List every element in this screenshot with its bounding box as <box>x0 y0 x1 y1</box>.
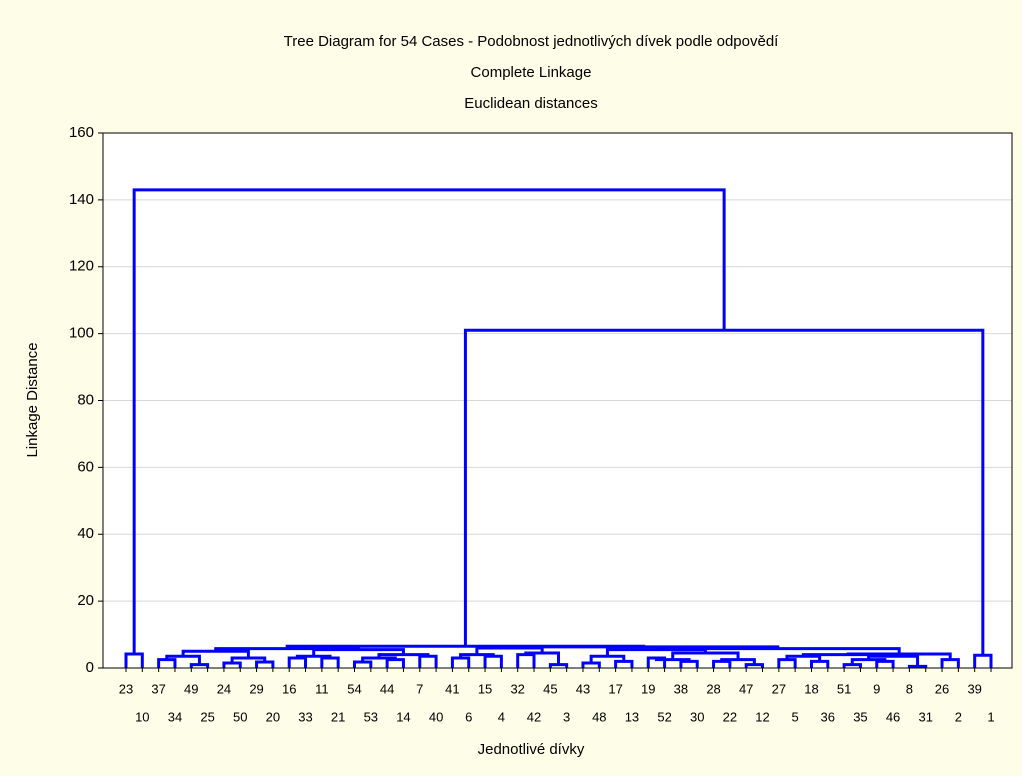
y-tick-label: 120 <box>69 258 94 275</box>
leaf-label: 54 <box>347 681 361 696</box>
leaf-label: 51 <box>837 681 851 696</box>
link <box>654 657 691 662</box>
link <box>712 659 732 668</box>
y-tick-label: 60 <box>77 458 94 475</box>
leaf-label: 45 <box>543 681 557 696</box>
y-tick-label: 40 <box>77 525 94 542</box>
chart-subtitle: Complete Linkage <box>471 64 592 81</box>
link <box>589 654 626 663</box>
leaf-label: 34 <box>168 709 182 724</box>
leaf-label: 9 <box>873 681 880 696</box>
leaf-label: 42 <box>527 709 541 724</box>
link <box>850 658 887 665</box>
link <box>777 658 797 668</box>
leaf-label: 21 <box>331 709 345 724</box>
leaf-label: 10 <box>135 709 149 724</box>
link <box>679 659 699 668</box>
link <box>418 654 438 668</box>
y-tick-label: 0 <box>86 659 94 676</box>
leaf-label: 50 <box>233 709 247 724</box>
leaf-label: 17 <box>608 681 622 696</box>
leaf-label: 46 <box>886 709 900 724</box>
y-tick-label: 140 <box>69 191 94 208</box>
leaf-label: 11 <box>315 681 329 696</box>
leaf-label: 26 <box>935 681 949 696</box>
link <box>287 656 308 668</box>
link <box>483 654 503 668</box>
leaf-label: 2 <box>955 709 962 724</box>
leaf-label: 36 <box>821 709 835 724</box>
leaf-label: 29 <box>249 681 263 696</box>
link <box>867 654 920 667</box>
chart-subtitle: Euclidean distances <box>464 95 597 112</box>
leaf-label: 39 <box>967 681 981 696</box>
leaf-label: 31 <box>918 709 932 724</box>
x-axis-label: Jednotlivé dívky <box>478 741 585 758</box>
link <box>940 658 960 668</box>
link <box>285 644 646 649</box>
leaf-label: 43 <box>576 681 590 696</box>
leaf-label: 37 <box>151 681 165 696</box>
link <box>973 653 993 668</box>
leaf-label: 40 <box>429 709 443 724</box>
leaf-label: 27 <box>772 681 786 696</box>
link <box>785 654 822 662</box>
leaf-label: 28 <box>706 681 720 696</box>
link <box>230 656 267 663</box>
leaf-label: 35 <box>853 709 867 724</box>
link <box>875 659 895 668</box>
link <box>165 654 201 665</box>
leaf-label: 18 <box>804 681 818 696</box>
leaf-label: 24 <box>217 681 231 696</box>
leaf-label: 20 <box>266 709 280 724</box>
link <box>132 188 726 654</box>
leaf-label: 15 <box>478 681 492 696</box>
leaf-label: 19 <box>641 681 655 696</box>
leaf-label: 53 <box>364 709 378 724</box>
link <box>450 656 471 668</box>
leaf-label: 48 <box>592 709 606 724</box>
link <box>295 654 332 658</box>
leaf-label: 52 <box>657 709 671 724</box>
leaf-label: 14 <box>396 709 410 724</box>
link <box>809 659 830 668</box>
leaf-label: 5 <box>792 709 799 724</box>
y-tick-label: 80 <box>77 391 94 408</box>
leaf-label: 6 <box>465 709 472 724</box>
link <box>385 658 405 668</box>
leaf-label: 1 <box>987 709 994 724</box>
link <box>720 658 756 665</box>
leaf-label: 13 <box>625 709 639 724</box>
leaf-label: 12 <box>755 709 769 724</box>
y-tick-label: 100 <box>69 325 94 342</box>
leaf-label: 16 <box>282 681 296 696</box>
leaf-label: 49 <box>184 681 198 696</box>
leaf-label: 7 <box>416 681 423 696</box>
link <box>475 646 544 655</box>
leaf-label: 3 <box>563 709 570 724</box>
leaf-label: 23 <box>119 681 133 696</box>
link <box>157 658 177 668</box>
leaf-label: 47 <box>739 681 753 696</box>
leaf-label: 8 <box>906 681 913 696</box>
leaf-label: 22 <box>723 709 737 724</box>
leaf-label: 30 <box>690 709 704 724</box>
link <box>320 656 340 668</box>
link <box>361 656 397 662</box>
y-tick-label: 20 <box>77 592 94 609</box>
y-axis-label: Linkage Distance <box>24 342 41 457</box>
chart-title: Tree Diagram for 54 Cases - Podobnost je… <box>284 33 780 50</box>
leaf-label: 25 <box>200 709 214 724</box>
leaf-label: 44 <box>380 681 394 696</box>
leaf-label: 33 <box>298 709 312 724</box>
leaf-label: 32 <box>510 681 524 696</box>
leaf-label: 38 <box>674 681 688 696</box>
leaf-label: 41 <box>445 681 459 696</box>
link <box>614 659 634 668</box>
y-tick-label: 160 <box>69 124 94 141</box>
leaf-label: 4 <box>498 709 505 724</box>
